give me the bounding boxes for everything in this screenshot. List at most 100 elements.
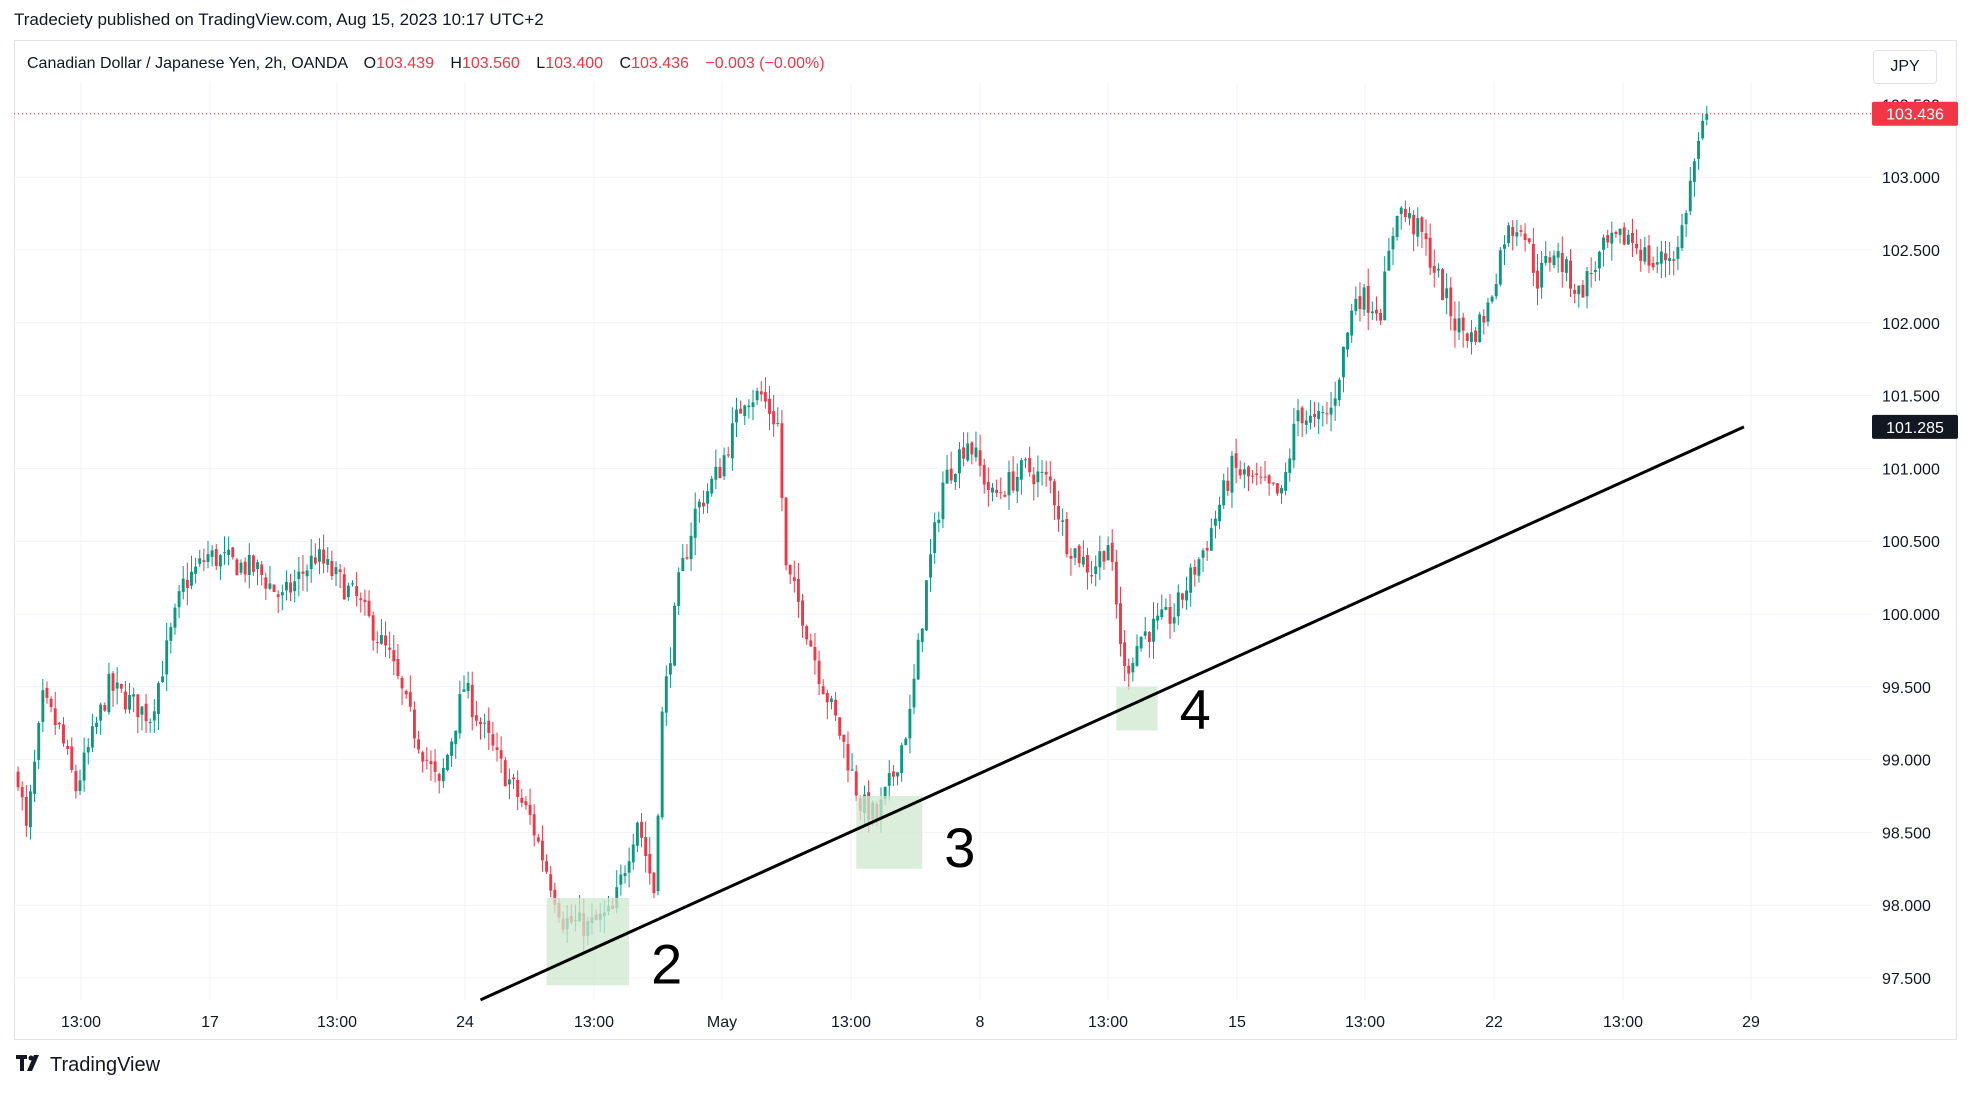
candle-body <box>1560 253 1564 272</box>
candle-body <box>1156 615 1160 621</box>
candle-body <box>1544 256 1548 264</box>
candle-body <box>1251 475 1255 477</box>
candle-body <box>792 577 796 581</box>
candle-body <box>1222 480 1226 506</box>
trend-line <box>479 425 1745 1002</box>
candle-body <box>821 686 825 694</box>
candle-body <box>739 408 743 414</box>
candle-body <box>1205 547 1209 551</box>
candle-body <box>1379 312 1383 321</box>
candle-body <box>1102 551 1106 562</box>
candle-body <box>1680 225 1684 249</box>
x-tick-label: 22 <box>1485 1014 1503 1031</box>
x-tick-label: May <box>707 1014 737 1031</box>
candle-body <box>801 600 804 626</box>
candle-body <box>1651 262 1655 268</box>
candle-body <box>1523 233 1527 240</box>
touch-number-label: 3 <box>944 816 975 879</box>
candle-body <box>1346 332 1350 350</box>
support-zone <box>546 897 630 986</box>
candle-body <box>1486 302 1490 322</box>
candle-body <box>1275 483 1279 494</box>
candle-body <box>1044 471 1048 475</box>
candle-body <box>99 704 103 721</box>
candle-body <box>693 508 697 538</box>
candle-body <box>1610 232 1614 244</box>
candle-body <box>1408 213 1411 219</box>
candle-body <box>1325 413 1329 415</box>
candle-body <box>520 797 524 803</box>
candle-body <box>29 791 32 828</box>
candle-body <box>1321 411 1325 413</box>
candle-body <box>1160 609 1164 618</box>
candle-body <box>491 734 495 746</box>
candle-body <box>1655 262 1659 265</box>
candle-body <box>648 854 652 874</box>
candle-body <box>817 660 821 684</box>
candle-body <box>284 581 288 591</box>
candle-body <box>119 683 123 689</box>
candle-body <box>408 692 412 707</box>
candle-body <box>342 574 346 600</box>
candle-body <box>528 804 532 815</box>
candle-body <box>412 709 416 739</box>
candle-body <box>850 769 854 771</box>
candle-body <box>768 398 771 414</box>
candle-body <box>702 502 705 507</box>
candle-body <box>148 722 152 724</box>
candle-body <box>1263 476 1267 478</box>
candle-body <box>132 694 136 697</box>
candle-body <box>668 663 672 675</box>
candle-body <box>1573 289 1577 294</box>
tradingview-logo[interactable]: TradingView <box>16 1054 160 1077</box>
candle-body <box>656 815 660 892</box>
candle-body <box>16 771 20 788</box>
candle-body <box>1469 332 1473 343</box>
candle-body <box>458 694 462 734</box>
chart-frame <box>14 40 1957 1040</box>
candle-body <box>1098 551 1102 568</box>
candle-body <box>1569 260 1572 289</box>
candle-body <box>796 578 800 602</box>
candle-body <box>450 741 454 756</box>
candle-body <box>532 814 536 836</box>
candle-body <box>1403 208 1407 218</box>
candle-body <box>446 754 449 771</box>
candle-body <box>1436 268 1440 271</box>
candle-body <box>1086 554 1089 573</box>
candle-body <box>123 691 127 710</box>
candle-body <box>1271 482 1275 484</box>
candle-body <box>218 555 222 567</box>
candle-body <box>1135 646 1139 666</box>
candle-body <box>1267 475 1271 484</box>
candle-body <box>788 564 792 575</box>
x-tick-label: 13:00 <box>1345 1014 1385 1031</box>
candle-body <box>1498 250 1502 285</box>
candle-body <box>887 773 891 786</box>
candle-body <box>1536 270 1539 289</box>
candle-body <box>251 555 255 572</box>
last-price-label-bg <box>1872 101 1958 126</box>
legend-symbol: Canadian Dollar / Japanese Yen, 2h, OAND… <box>27 55 348 72</box>
candle-body <box>883 786 887 800</box>
candle-body <box>1647 245 1651 266</box>
candle-body <box>396 658 400 676</box>
candle-body <box>640 821 643 838</box>
candle-body <box>1350 310 1354 336</box>
candle-body <box>1119 603 1122 645</box>
candle-body <box>986 481 990 490</box>
candle-body <box>644 837 648 857</box>
candle-body <box>74 771 78 792</box>
candle-body <box>322 549 326 564</box>
candle-body <box>206 554 210 562</box>
candle-body <box>1540 262 1544 288</box>
candle-body <box>1664 253 1667 261</box>
candle-body <box>1131 663 1135 673</box>
candle-body <box>1416 218 1420 237</box>
currency-button[interactable]: JPY <box>1873 50 1937 84</box>
candle-body <box>1589 273 1593 275</box>
candle-body <box>1180 593 1184 600</box>
candle-body <box>194 566 198 574</box>
candle-body <box>45 687 49 698</box>
